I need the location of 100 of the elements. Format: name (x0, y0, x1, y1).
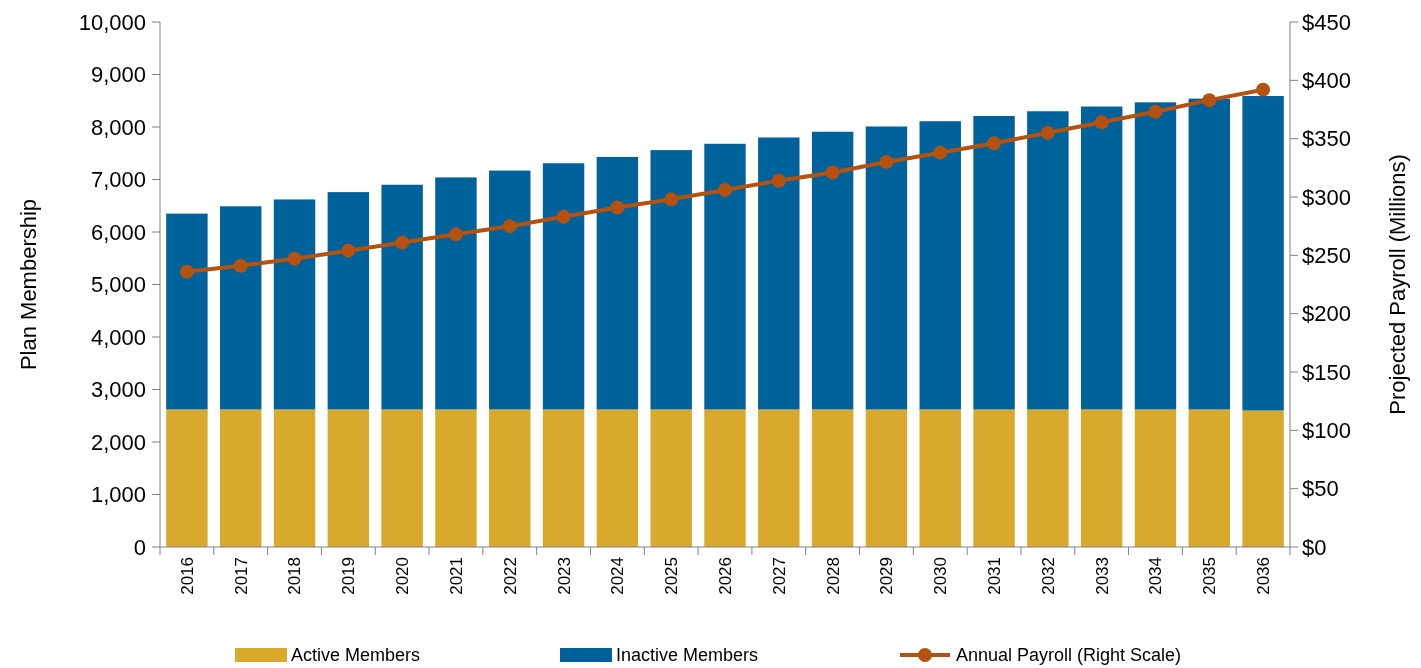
bar (596, 156, 639, 410)
point (987, 136, 1002, 151)
bar (166, 213, 208, 410)
point (1256, 82, 1271, 97)
point (556, 209, 571, 224)
bar (973, 409, 1015, 547)
y-tick-label: 2,000 (90, 429, 146, 455)
x-tick-label: 2034 (1146, 557, 1166, 595)
bar (489, 409, 531, 547)
x-tick-label: 2018 (285, 557, 305, 595)
y2-tick-label: $200 (1302, 301, 1351, 327)
point (395, 235, 410, 250)
bar (1134, 102, 1177, 410)
bar (973, 115, 1015, 410)
y2-tick-label: $0 (1302, 534, 1327, 560)
point (610, 200, 625, 215)
y-tick-label: 8,000 (90, 114, 146, 140)
bar (596, 409, 639, 547)
bar (650, 150, 692, 410)
x-tick-label: 2024 (608, 557, 628, 595)
point (771, 173, 786, 188)
y2-axis-title: Projected Payroll (Millions) (1385, 154, 1410, 415)
y-tick-label: 10,000 (78, 9, 146, 35)
bar (1027, 409, 1069, 547)
y2-tick-label: $250 (1302, 243, 1351, 269)
bar (381, 184, 423, 410)
bar (1027, 111, 1069, 410)
bar (1242, 410, 1284, 547)
x-tick-label: 2016 (177, 557, 197, 595)
x-tick-label: 2035 (1200, 557, 1220, 595)
x-tick-label: 2036 (1254, 557, 1274, 595)
bar (865, 409, 908, 547)
x-tick-label: 2030 (931, 557, 951, 595)
x-tick-label: 2017 (231, 557, 251, 595)
point (341, 243, 356, 258)
bar (1188, 409, 1230, 547)
y-tick-label: 6,000 (90, 219, 146, 245)
x-tick-label: 2023 (554, 557, 574, 595)
bar (865, 126, 908, 410)
y-tick-label: 0 (133, 534, 146, 560)
bar (758, 409, 800, 547)
x-tick-label: 2026 (715, 557, 735, 595)
y-tick-label: 7,000 (90, 167, 146, 193)
bar (1188, 98, 1230, 410)
legend-label: Inactive Members (616, 645, 759, 666)
y-tick-label: 9,000 (90, 62, 146, 88)
bar (811, 409, 854, 547)
bar (704, 409, 746, 547)
y2-tick-label: $400 (1302, 68, 1351, 94)
y-tick-label: 4,000 (90, 324, 146, 350)
point (287, 251, 302, 266)
x-tick-label: 2025 (662, 557, 682, 595)
bar (327, 192, 370, 410)
y2-tick-label: $450 (1302, 9, 1351, 35)
bar (489, 170, 531, 410)
x-tick-label: 2027 (769, 557, 789, 595)
x-tick-label: 2022 (500, 557, 520, 595)
bar (1080, 106, 1123, 410)
bar (220, 409, 262, 547)
bar (327, 409, 370, 547)
x-tick-label: 2021 (446, 557, 466, 595)
bar (919, 409, 961, 547)
y2-tick-label: $300 (1302, 184, 1351, 210)
bar (1242, 96, 1284, 411)
point (179, 264, 194, 279)
y2-tick-label: $350 (1302, 126, 1351, 152)
bar (273, 409, 316, 547)
bar (704, 143, 746, 410)
y2-tick-label: $50 (1302, 476, 1339, 502)
point (233, 258, 248, 273)
bar (273, 199, 316, 410)
x-tick-label: 2031 (985, 557, 1004, 595)
point (1040, 125, 1055, 140)
bar (811, 131, 854, 410)
x-tick-label: 2028 (823, 557, 843, 595)
bar (166, 409, 208, 547)
point (502, 219, 517, 234)
point (1094, 115, 1109, 130)
legend-label: Active Members (291, 645, 421, 666)
point (825, 165, 840, 180)
bar (919, 121, 961, 410)
x-tick-label: 2019 (339, 557, 359, 595)
bar (758, 137, 800, 410)
legend-label: Annual Payroll (Right Scale) (956, 645, 1182, 666)
bar (435, 177, 477, 410)
point (664, 192, 679, 207)
y-tick-label: 3,000 (90, 377, 146, 403)
x-tick-label: 2033 (1092, 557, 1112, 595)
bar (542, 163, 585, 410)
point (933, 145, 948, 160)
y2-tick-label: $150 (1302, 359, 1351, 385)
x-tick-label: 2032 (1038, 557, 1058, 595)
bar (435, 409, 477, 547)
point (448, 227, 463, 242)
point (718, 183, 732, 197)
bar (650, 409, 692, 547)
bar (220, 206, 262, 410)
bar (1080, 409, 1123, 547)
y-tick-label: 1,000 (90, 482, 146, 508)
x-tick-label: 2029 (877, 557, 897, 595)
